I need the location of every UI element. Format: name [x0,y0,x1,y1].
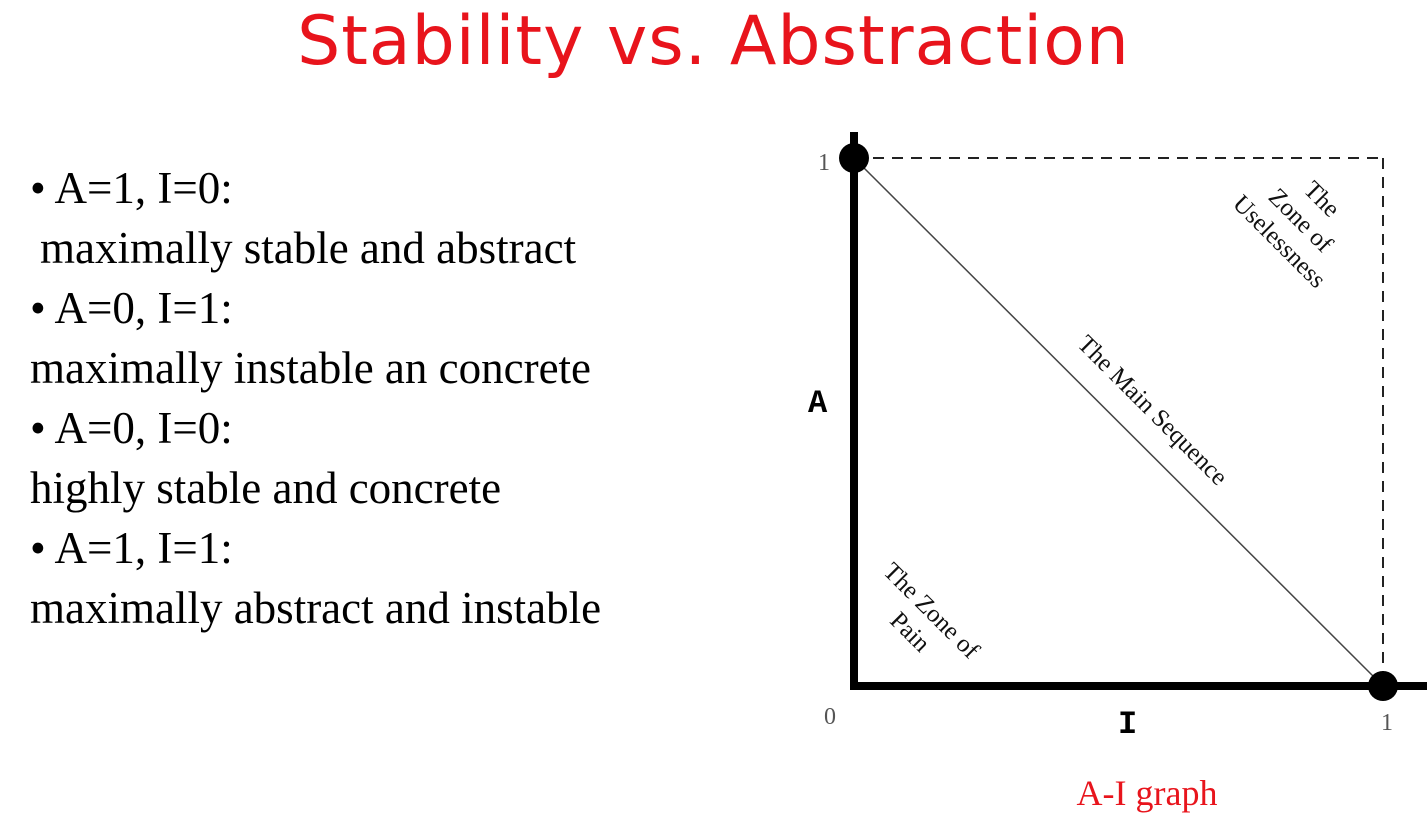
diagram-caption: A-I graph [1076,773,1218,813]
bullet-description: highly stable and concrete [30,463,502,513]
main-sequence-label: The Main Sequence [1072,330,1232,490]
ai-graph: 1 0 1 A I The Main Sequence The Zone of … [808,132,1427,743]
zone-of-uselessness-label: The Zone of Uselessness [1227,176,1344,293]
bullet-description: maximally abstract and instable [30,583,602,633]
axis-y-label: A [808,385,828,422]
bullet-heading: • A=1, I=1: [30,523,233,573]
point-a0-i1 [1368,671,1398,701]
bullet-heading: • A=0, I=1: [30,283,233,333]
main-sequence-line [853,157,1384,687]
bullet-description: maximally stable and abstract [40,223,577,273]
bullet-heading: • A=1, I=0: [30,163,233,213]
axis-x-label: I [1118,706,1137,743]
tick-x-right: 1 [1381,710,1393,736]
bullet-description: maximally instable an concrete [30,343,592,393]
tick-y-top: 1 [818,150,830,176]
bullet-list: • A=1, I=0: maximally stable and abstrac… [30,158,601,638]
tick-origin: 0 [824,704,836,730]
bullet-heading: • A=0, I=0: [30,403,233,453]
point-a1-i0 [839,143,869,173]
zone-of-pain-line: The Zone of [878,558,985,665]
slide-title: Stability vs. Abstraction [297,2,1130,81]
zone-of-pain-label: The Zone of Pain [878,558,985,665]
